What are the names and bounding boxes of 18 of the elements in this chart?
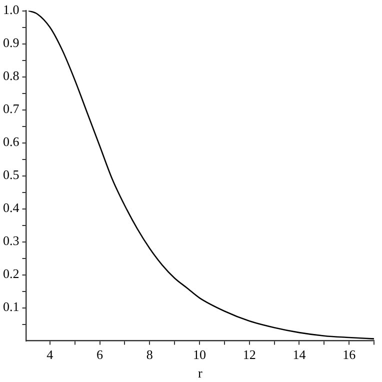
x-tick-label: 6: [96, 347, 104, 362]
y-tick-label: 0.5: [3, 167, 20, 182]
y-tick-label: 0.9: [3, 35, 20, 50]
y-tick-label: 0.8: [3, 68, 20, 84]
y-tick-label: 1.0: [3, 2, 20, 18]
x-tick-label: 10: [193, 347, 206, 362]
x-tick-label: 8: [146, 347, 153, 362]
x-axis-title: r: [198, 366, 203, 381]
x-tick-label: 16: [342, 347, 356, 362]
x-tick-label: 4: [46, 347, 54, 362]
y-tick-label: 0.4: [3, 200, 20, 216]
x-tick-label: 14: [292, 347, 306, 362]
y-tick-label: 0.1: [3, 299, 20, 314]
y-tick-label: 0.7: [3, 101, 20, 116]
x-tick-label: 12: [242, 347, 256, 362]
y-tick-label: 0.3: [3, 233, 20, 248]
y-tick-label: 0.6: [3, 134, 20, 150]
y-tick-label: 0.2: [3, 266, 20, 282]
